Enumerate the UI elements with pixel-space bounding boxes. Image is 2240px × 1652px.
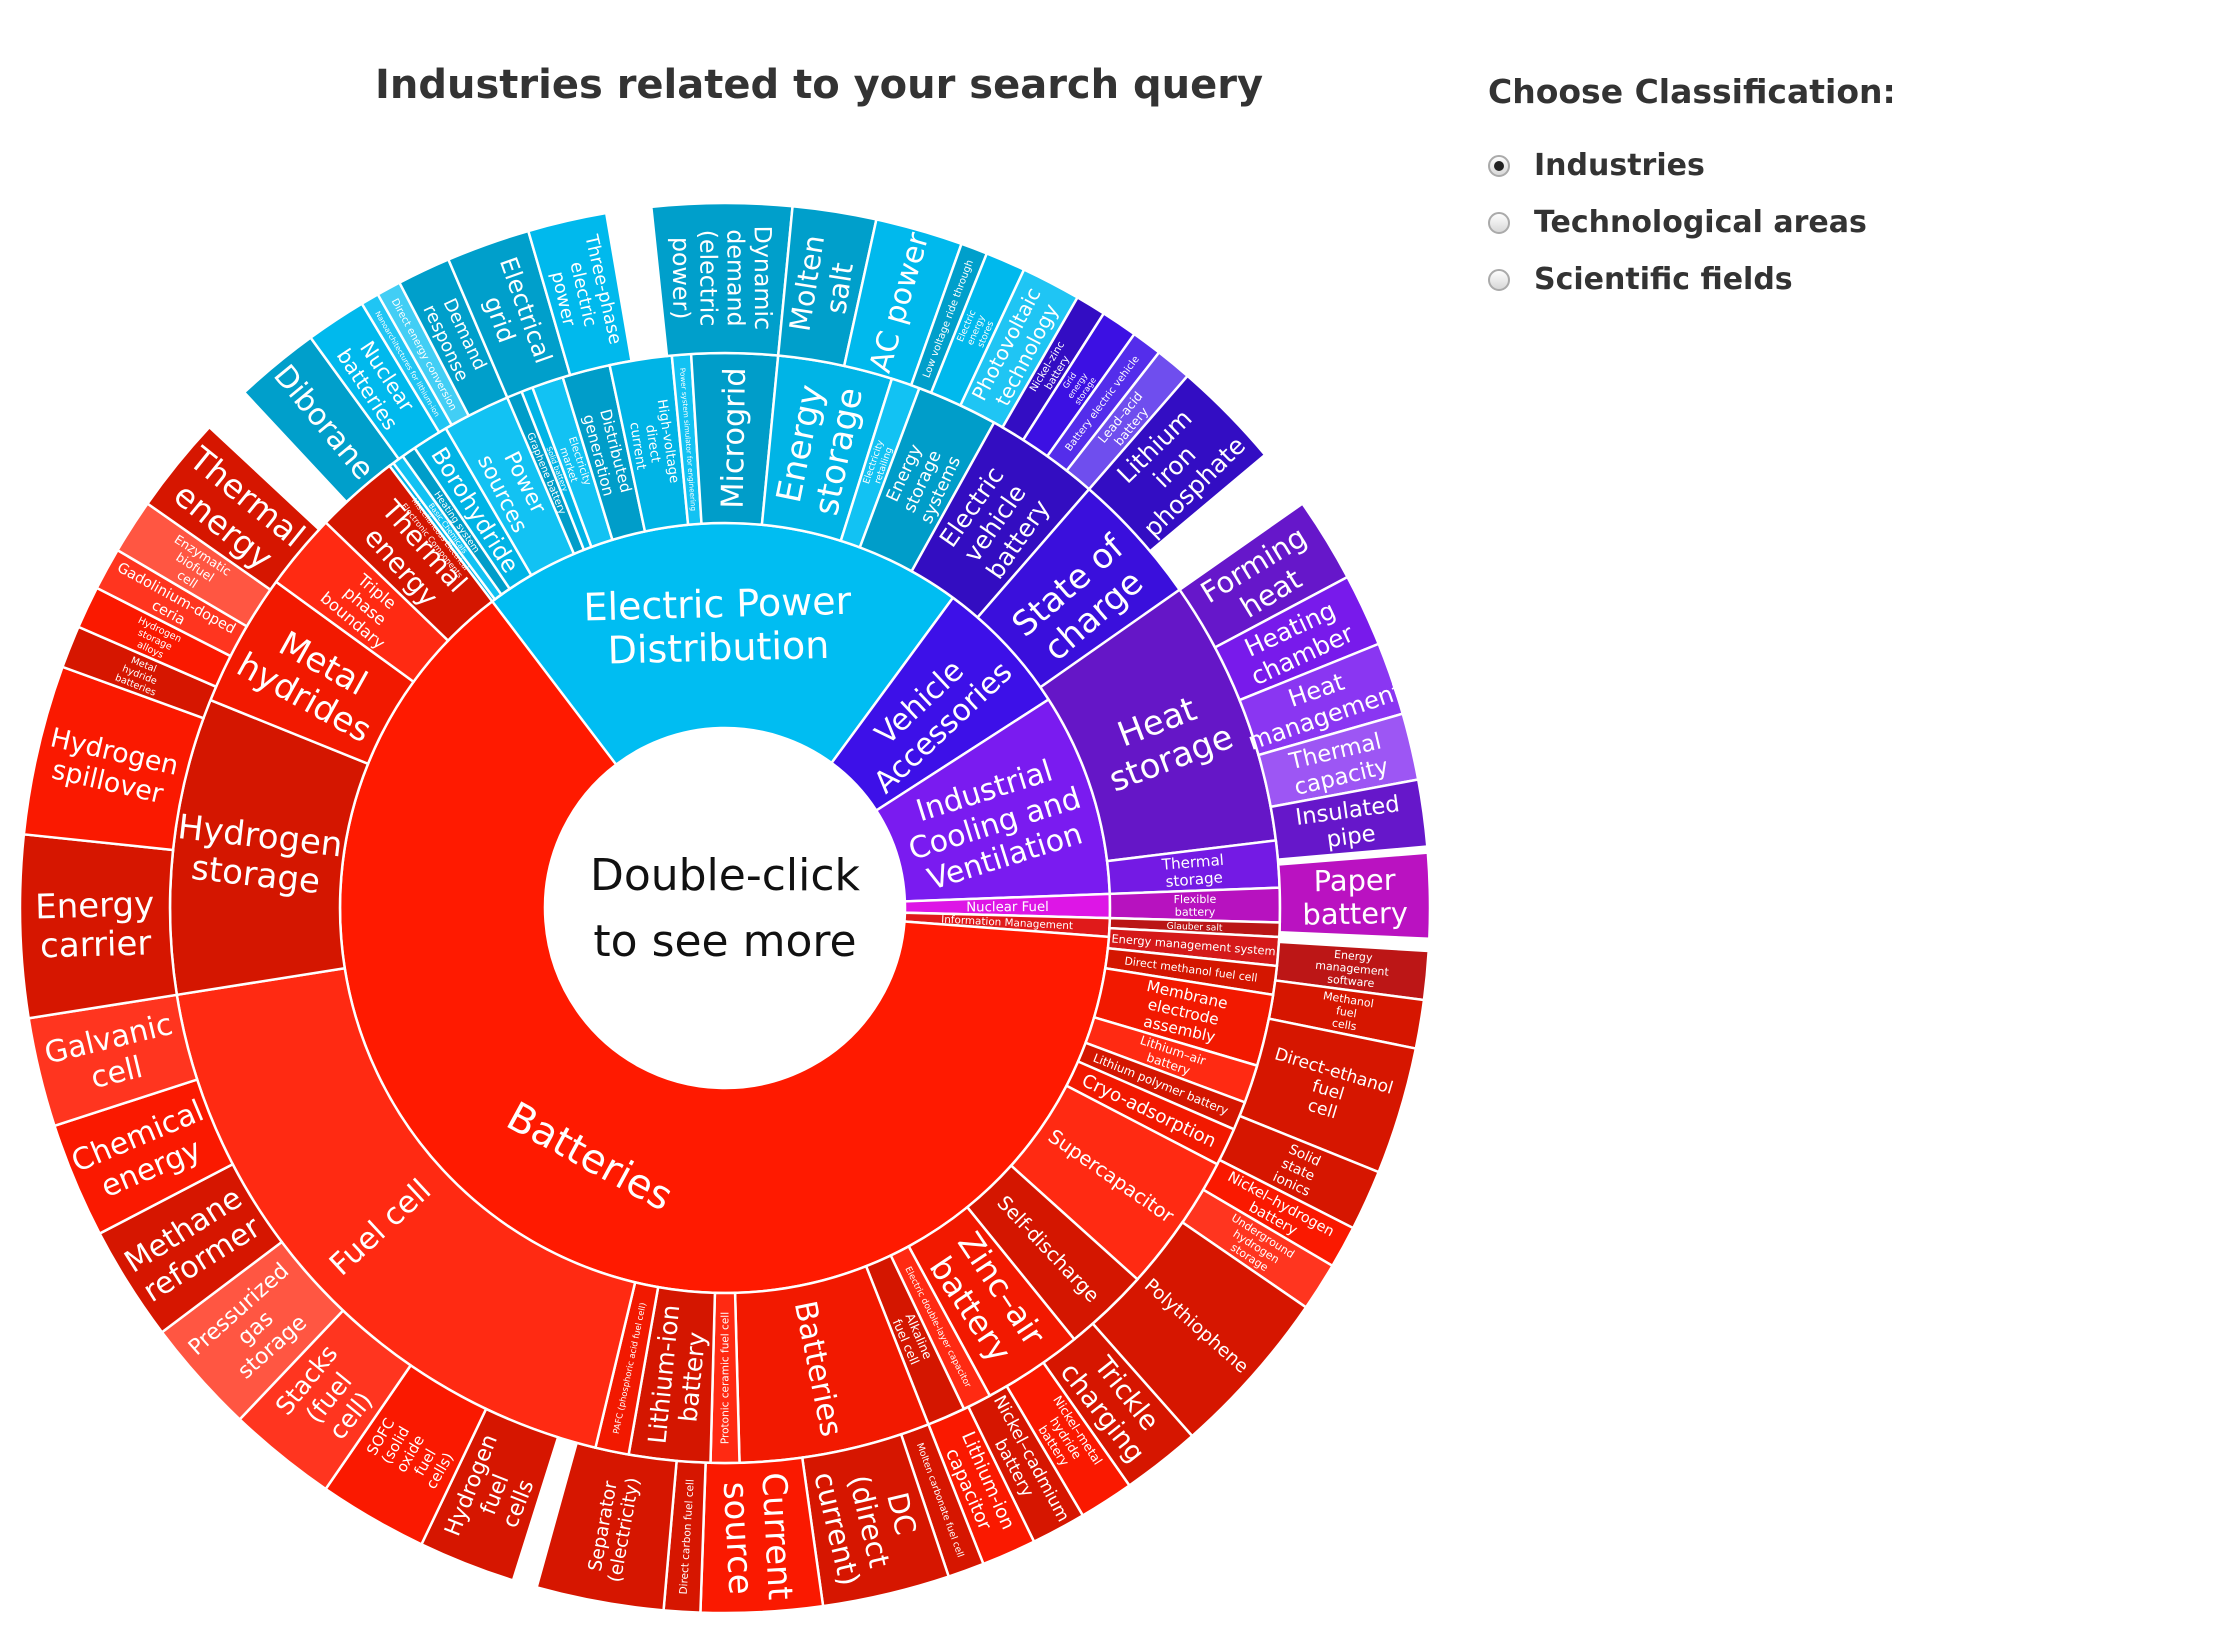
radio-label-industries: Industries [1534,148,1705,183]
radio-button-industries[interactable] [1488,154,1510,177]
radio-option-technological-areas[interactable]: Technological areas [1488,194,1896,251]
radio-button-scientific-fields[interactable] [1488,268,1510,291]
radio-option-industries[interactable]: Industries [1488,137,1896,194]
segment-current-source[interactable] [699,1456,825,1615]
radio-button-technological-areas[interactable] [1488,211,1510,234]
radio-selected-dot [1494,160,1504,171]
segment-thermal-energy[interactable] [145,425,321,592]
center-hole[interactable] [546,729,904,1087]
classification-title: Choose Classification: [1488,72,1896,111]
classification-panel: Choose Classification: Industries Techno… [1488,72,1896,308]
radio-label-technological-areas: Technological areas [1534,205,1867,240]
segment-energy-carrier[interactable] [18,832,179,1020]
segment-lithium-iron-phosphate[interactable] [1087,374,1267,554]
segment-flexible-battery[interactable] [1108,886,1282,924]
chart-title: Industries related to your search query [375,62,1264,108]
segment-separator-electricity[interactable] [535,1441,678,1612]
center-label-line: Double-click [590,850,861,901]
segment-paper-battery[interactable] [1276,851,1432,941]
segment-thermal-energy[interactable] [323,464,494,643]
segment-dynamic-demand-electric-power[interactable] [649,201,794,358]
radio-label-scientific-fields: Scientific fields [1534,262,1793,297]
center-label-line: to see more [593,916,856,967]
radio-option-scientific-fields[interactable]: Scientific fields [1488,251,1896,308]
